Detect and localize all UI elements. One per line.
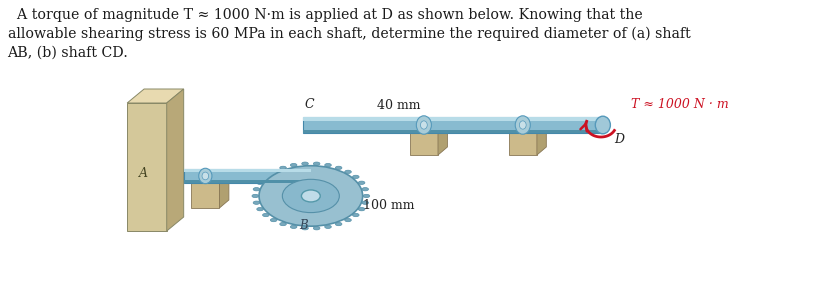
Text: D: D bbox=[614, 133, 624, 146]
Ellipse shape bbox=[595, 116, 610, 134]
Bar bbox=[184, 169, 311, 183]
Polygon shape bbox=[219, 175, 229, 208]
Ellipse shape bbox=[345, 170, 351, 173]
Polygon shape bbox=[127, 103, 167, 231]
Bar bbox=[304, 117, 603, 133]
Text: A torque of magnitude T ≈ 1000 N·m is applied at D as shown below. Knowing that : A torque of magnitude T ≈ 1000 N·m is ap… bbox=[7, 8, 691, 59]
Ellipse shape bbox=[325, 225, 332, 228]
Ellipse shape bbox=[416, 116, 432, 134]
Ellipse shape bbox=[253, 201, 260, 204]
Ellipse shape bbox=[362, 201, 369, 204]
Ellipse shape bbox=[363, 194, 370, 198]
Ellipse shape bbox=[519, 121, 526, 129]
Polygon shape bbox=[409, 133, 438, 155]
Polygon shape bbox=[537, 125, 547, 155]
Ellipse shape bbox=[515, 116, 530, 134]
Text: C: C bbox=[304, 98, 313, 111]
Ellipse shape bbox=[270, 170, 277, 173]
Ellipse shape bbox=[352, 213, 359, 217]
Ellipse shape bbox=[202, 172, 208, 180]
Text: A: A bbox=[138, 167, 147, 180]
Bar bbox=[304, 130, 603, 133]
Polygon shape bbox=[191, 175, 229, 183]
Ellipse shape bbox=[335, 223, 342, 226]
Ellipse shape bbox=[301, 190, 320, 202]
Ellipse shape bbox=[259, 166, 363, 226]
Ellipse shape bbox=[313, 226, 320, 230]
Ellipse shape bbox=[282, 179, 339, 213]
Ellipse shape bbox=[290, 225, 297, 228]
Bar bbox=[184, 169, 311, 173]
Text: B: B bbox=[299, 219, 308, 232]
Ellipse shape bbox=[358, 207, 365, 211]
Ellipse shape bbox=[290, 164, 297, 167]
Ellipse shape bbox=[335, 166, 342, 169]
Ellipse shape bbox=[420, 121, 428, 129]
Bar bbox=[184, 180, 311, 183]
Polygon shape bbox=[167, 89, 184, 231]
Ellipse shape bbox=[302, 226, 308, 230]
Ellipse shape bbox=[198, 168, 212, 184]
Ellipse shape bbox=[263, 213, 269, 217]
Bar bbox=[304, 117, 603, 121]
Ellipse shape bbox=[362, 187, 369, 191]
Ellipse shape bbox=[253, 187, 260, 191]
Polygon shape bbox=[438, 125, 447, 155]
Text: 100 mm: 100 mm bbox=[363, 200, 414, 212]
Ellipse shape bbox=[313, 162, 320, 165]
Ellipse shape bbox=[270, 218, 277, 222]
Ellipse shape bbox=[263, 175, 269, 178]
Ellipse shape bbox=[256, 207, 263, 211]
Polygon shape bbox=[191, 183, 219, 208]
Ellipse shape bbox=[280, 166, 286, 169]
Polygon shape bbox=[509, 125, 547, 133]
Ellipse shape bbox=[280, 223, 286, 226]
Polygon shape bbox=[509, 133, 537, 155]
Text: 40 mm: 40 mm bbox=[377, 99, 420, 112]
Text: T ≈ 1000 N · m: T ≈ 1000 N · m bbox=[631, 99, 729, 112]
Ellipse shape bbox=[345, 218, 351, 222]
Ellipse shape bbox=[352, 175, 359, 178]
Polygon shape bbox=[409, 125, 447, 133]
Ellipse shape bbox=[325, 164, 332, 167]
Ellipse shape bbox=[256, 181, 263, 184]
Ellipse shape bbox=[358, 181, 365, 184]
Polygon shape bbox=[127, 89, 184, 103]
Ellipse shape bbox=[252, 194, 259, 198]
Ellipse shape bbox=[302, 162, 308, 165]
